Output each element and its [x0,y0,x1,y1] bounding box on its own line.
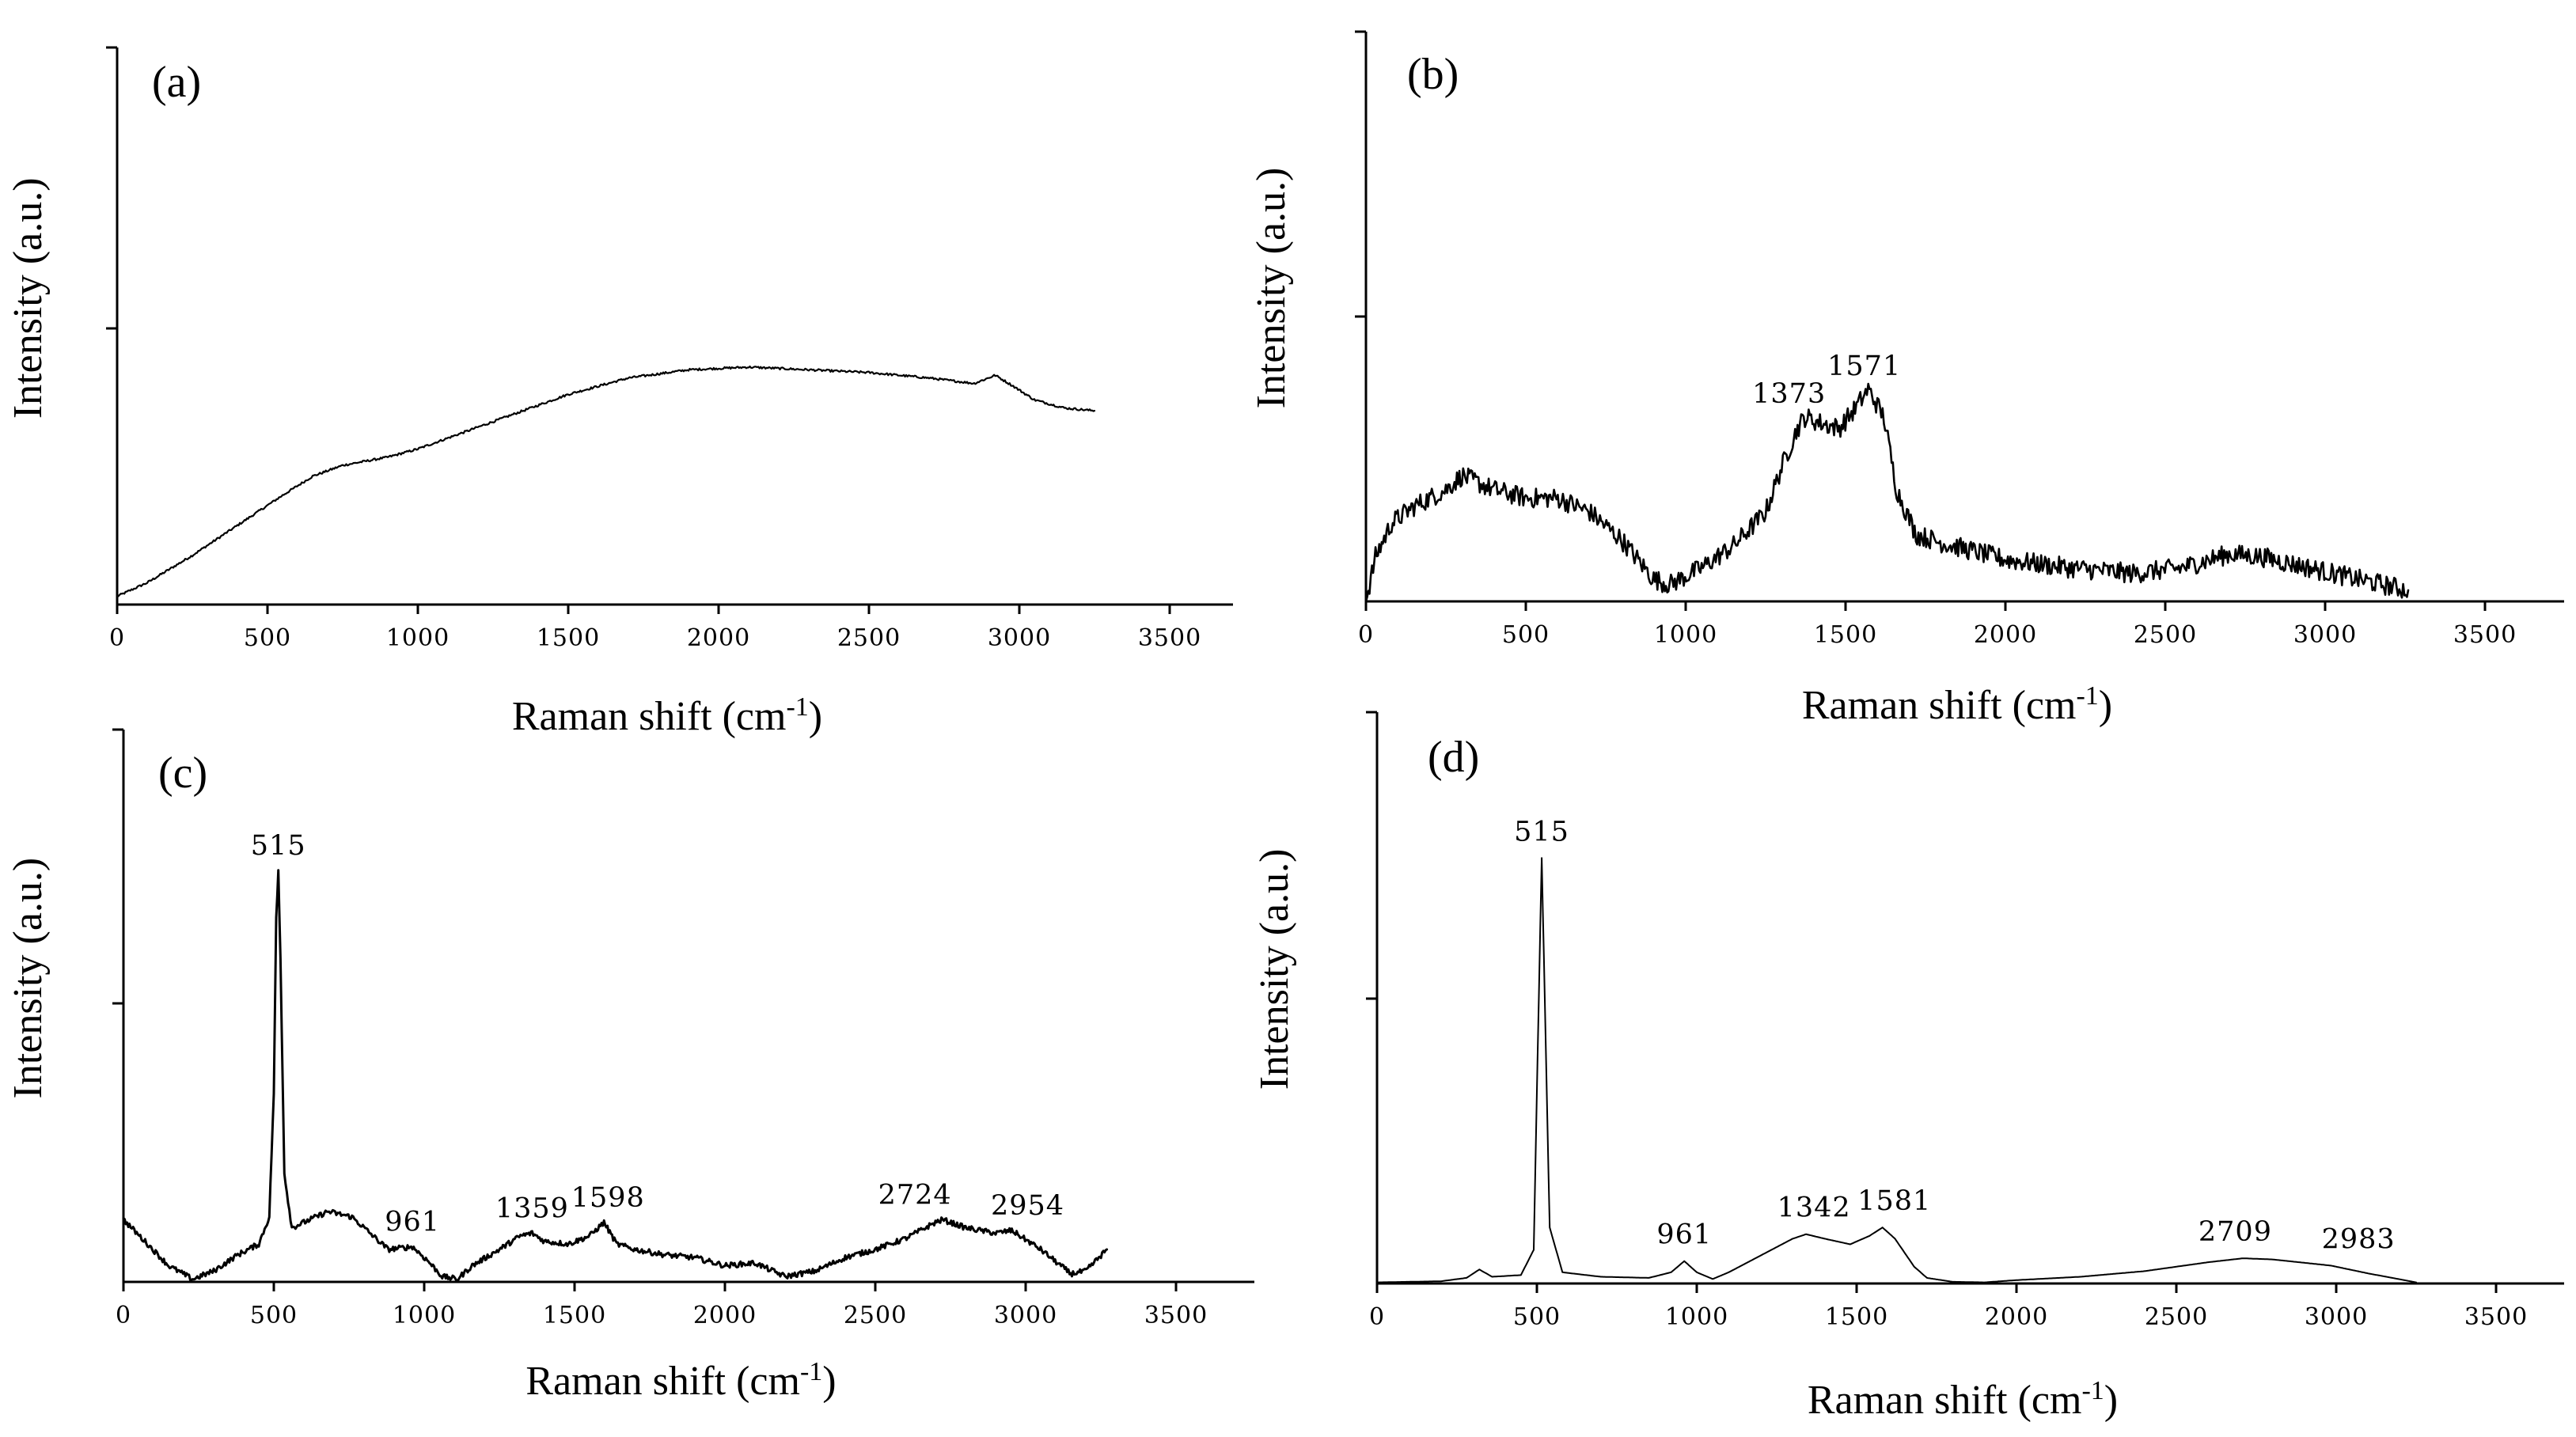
x-tick-label: 0 [116,1302,131,1329]
panel-label: (d) [1428,733,1479,782]
x-tick-label: 1000 [1654,621,1717,649]
x-tick-label: 1000 [386,624,450,652]
chart-panel-b: 0 500 1000 1500 2000 2500 3000 3500 Raman shift … [1249,30,2564,728]
x-tick-label: 2500 [844,1302,907,1329]
x-tick-label: 3500 [1138,624,1201,652]
x-tick-label: 1500 [543,1302,606,1329]
x-tick-label: 1000 [393,1302,456,1329]
peak-label-2724: 2724 [878,1179,952,1211]
x-tick-label: 500 [244,624,291,652]
x-tick-label: 2500 [2145,1303,2208,1331]
peak-label-1598: 1598 [571,1182,645,1214]
peak-label-1581: 1581 [1857,1185,1931,1217]
x-tick-label: 2500 [2134,621,2197,649]
peak-label-1571: 1571 [1827,351,1901,382]
y-axis-title: Intensity (a.u.) [1249,168,1294,409]
y-axis-title: Intensity (a.u.) [6,858,51,1099]
panel-label: (b) [1407,50,1459,99]
spectrum-line [122,869,1109,1282]
x-tick-label: 500 [1502,621,1550,649]
x-tick-label: 0 [109,624,125,652]
x-tick-label: 1500 [1825,1303,1888,1331]
peak-label-1342: 1342 [1777,1192,1851,1224]
y-axis-title: Intensity (a.u.) [1252,849,1297,1090]
peak-label-515: 515 [251,830,306,862]
peak-label-515: 515 [1514,816,1569,847]
x-tick-label: 1500 [537,624,600,652]
peak-label-1373: 1373 [1752,378,1826,410]
peak-label-2983: 2983 [2322,1223,2396,1255]
x-tick-label: 3500 [2464,1303,2528,1331]
x-axis-title: Raman shift (cm-1) [512,692,822,739]
x-tick-label: 3000 [2293,621,2357,649]
x-tick-label: 2000 [1974,621,2037,649]
peak-label-2709: 2709 [2199,1216,2272,1248]
x-tick-label: 1000 [1665,1303,1728,1331]
panel-label: (c) [158,749,207,798]
x-tick-label: 0 [1358,621,1374,649]
x-tick-label: 3500 [1144,1302,1208,1329]
x-tick-label: 3000 [2305,1303,2368,1331]
x-tick-label: 3000 [988,624,1051,652]
spectrum-line [1364,382,2410,603]
x-axis-title: Raman shift (cm-1) [525,1357,836,1404]
peak-label-2954: 2954 [991,1190,1064,1222]
peak-label-961: 961 [385,1207,440,1238]
peak-label-961: 961 [1656,1219,1712,1251]
x-tick-label: 2500 [837,624,901,652]
spectrum-line [116,365,1096,597]
panel-label: (a) [152,58,201,107]
x-tick-label: 500 [250,1302,298,1329]
x-tick-label: 2000 [693,1302,757,1329]
chart-panel-d: 0 500 1000 1500 2000 2500 3000 3500 Raman shift … [1252,711,2564,1423]
y-axis-title: Intensity (a.u.) [6,177,51,419]
x-tick-label: 0 [1369,1303,1385,1331]
x-tick-label: 1500 [1814,621,1877,649]
x-tick-label: 2000 [687,624,750,652]
peak-label-1359: 1359 [495,1192,569,1224]
x-tick-label: 2000 [1985,1303,2048,1331]
x-tick-label: 500 [1513,1303,1561,1331]
chart-panel-a: 0 500 1000 1500 2000 2500 3000 3500 Raman shift … [6,46,1233,739]
x-tick-label: 3000 [994,1302,1057,1329]
x-axis-title: Raman shift (cm-1) [1802,681,2112,728]
x-tick-label: 3500 [2453,621,2517,649]
spectrum-line [1376,857,2417,1283]
x-axis-title: Raman shift (cm-1) [1808,1376,2118,1423]
chart-panel-c: 0 500 1000 1500 2000 2500 3000 3500 Raman shift … [6,728,1254,1404]
